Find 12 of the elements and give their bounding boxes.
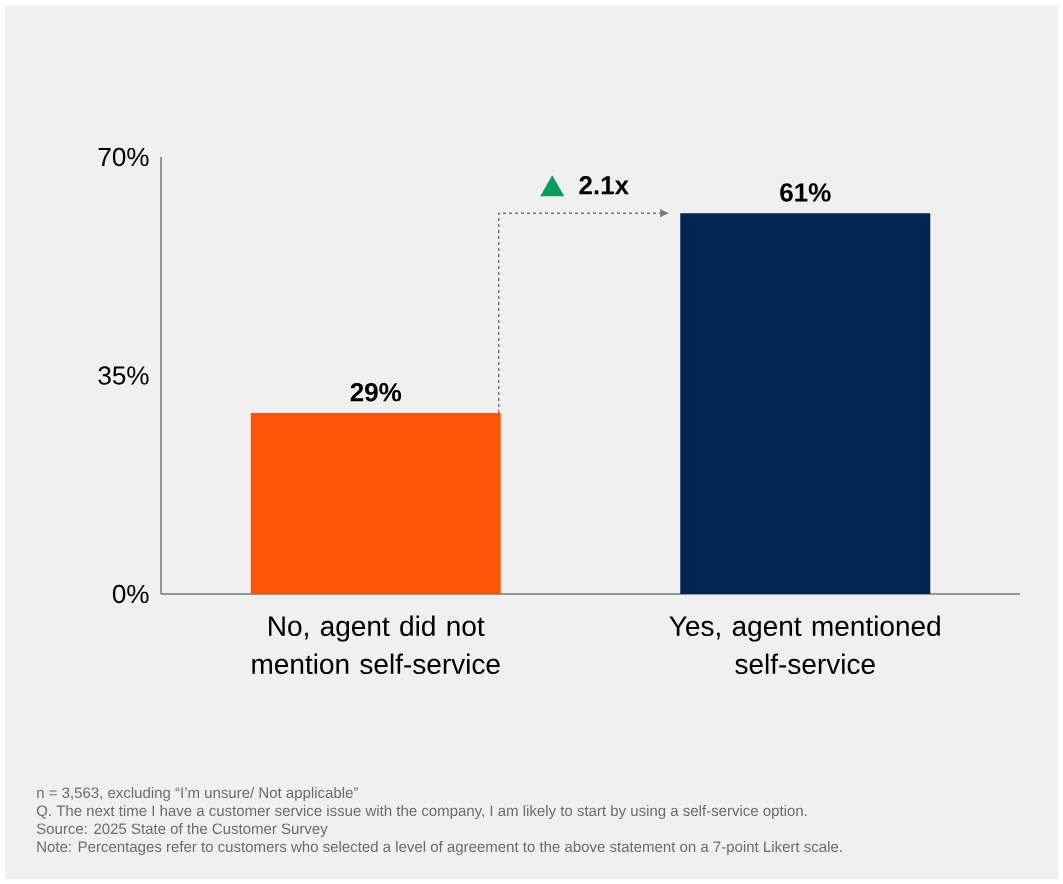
data-label: 61% xyxy=(780,183,831,202)
y-tick-label: 0% xyxy=(112,584,149,604)
source-note: Source: 2025 State of the Customer Survey xyxy=(36,823,328,837)
x-tick-label: Yes, agent mentioned self-service xyxy=(669,615,940,675)
y-tick-label: 70% xyxy=(98,147,149,167)
text: n = 3,563, excluding “I’m unsure/ Not applicable” xyxy=(37,787,358,801)
data-label: 29% xyxy=(350,383,402,402)
text: Q. The next time I have a customer service issue with the company, I am likely to start by using a self-service option. xyxy=(36,805,807,819)
text: Note: Percentages refer to customers who selected a level of agreement to the above statement on a 7-point Likert scale. xyxy=(37,841,842,855)
annotation: 2.1x xyxy=(579,176,629,195)
x-tick-label: No, agent did not mention self-service xyxy=(252,615,500,675)
y-tick-label: 35% xyxy=(98,366,149,385)
